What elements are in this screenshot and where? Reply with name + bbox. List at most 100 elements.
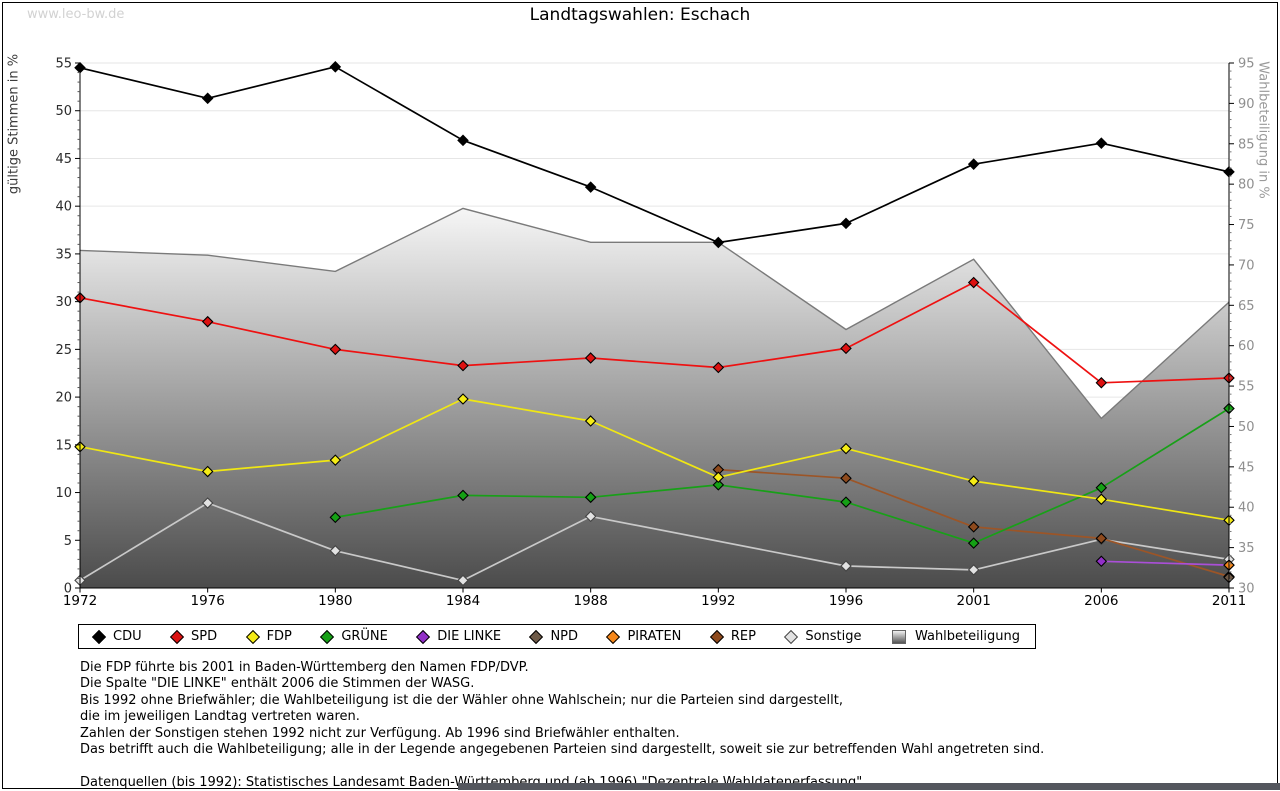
marker-CDU — [201, 92, 214, 105]
footnote-line: Bis 1992 ohne Briefwähler; die Wahlbetei… — [80, 692, 843, 708]
legend-item-spd: SPD — [169, 629, 218, 644]
wahlbeteiligung-area — [80, 208, 1229, 588]
marker-FDP — [201, 465, 214, 478]
svg-text:70: 70 — [1238, 258, 1255, 273]
svg-text:60: 60 — [1238, 339, 1255, 354]
diamond-marker-icon — [91, 629, 107, 644]
marker-SPD — [457, 359, 469, 372]
marker-GRÜNE — [457, 489, 469, 502]
marker-SPD — [1095, 376, 1108, 389]
y-axis-label-left: gültige Stimmen in % — [6, 53, 22, 195]
svg-text:55: 55 — [55, 57, 72, 72]
svg-text:1988: 1988 — [573, 593, 607, 609]
series-line-CDU — [79, 65, 1230, 244]
svg-text:1980: 1980 — [318, 593, 352, 609]
election-line-chart: 0 5 10 15 20 25 30 35 40 45 50 55 30 35 40 45 50 55 60 65 70… — [55, 57, 1255, 610]
marker-CDU — [329, 61, 342, 73]
svg-text:30: 30 — [1238, 582, 1255, 597]
svg-text:5: 5 — [64, 534, 72, 549]
marker-SPD — [201, 315, 214, 328]
marker-DIE LINKE — [1095, 555, 1108, 568]
marker-FDP — [712, 471, 725, 484]
legend-item-die-linke: DIE LINKE — [416, 629, 502, 644]
page-title: Landtagswahlen: Eschach — [529, 5, 751, 25]
marker-CDU — [584, 181, 597, 193]
svg-text:25: 25 — [55, 343, 72, 358]
legend-item-piraten: PIRATEN — [606, 629, 682, 644]
legend-item-cdu: CDU — [91, 629, 142, 644]
footnote-line: Die FDP führte bis 2001 in Baden-Württem… — [80, 660, 529, 675]
marker-SPD — [712, 361, 725, 374]
footnote-line — [80, 758, 1044, 774]
marker-SPD — [329, 343, 342, 356]
marker-GRÜNE — [967, 537, 980, 549]
marker-GRÜNE — [712, 479, 725, 491]
svg-text:10: 10 — [55, 486, 72, 501]
series-line-DIE LINKE — [1101, 560, 1230, 566]
legend-label: Wahlbeteiligung — [914, 629, 1020, 644]
svg-text:85: 85 — [1238, 137, 1255, 152]
svg-text:95: 95 — [1238, 57, 1255, 72]
gradient-square-icon — [891, 629, 906, 644]
footnote-line: die im jeweiligen Landtag vertreten ware… — [80, 709, 360, 725]
svg-text:1984: 1984 — [446, 593, 480, 609]
diamond-marker-icon — [320, 629, 335, 644]
site-watermark: www.leo-bw.de — [27, 7, 125, 22]
diamond-marker-icon — [709, 629, 724, 644]
marker-REP — [967, 521, 980, 533]
legend-label: GRÜNE — [341, 629, 388, 644]
svg-text:30: 30 — [55, 295, 72, 310]
svg-text:65: 65 — [1238, 299, 1255, 314]
legend-label: DIE LINKE — [437, 629, 502, 644]
marker-Sonstige — [329, 544, 342, 557]
legend-label: REP — [730, 629, 756, 644]
svg-text:1972: 1972 — [63, 593, 97, 609]
svg-text:1976: 1976 — [190, 593, 224, 609]
marker-SPD — [967, 276, 980, 289]
marker-Sonstige — [201, 497, 214, 509]
marker-Sonstige — [967, 564, 980, 576]
marker-Sonstige — [457, 574, 469, 587]
svg-text:1996: 1996 — [829, 593, 863, 609]
svg-text:80: 80 — [1238, 178, 1255, 193]
marker-CDU — [967, 158, 980, 170]
svg-text:0: 0 — [64, 582, 72, 597]
series-line-FDP — [79, 398, 1230, 522]
marker-Sonstige — [584, 510, 597, 523]
marker-FDP — [967, 475, 980, 487]
legend-label: CDU — [113, 629, 142, 644]
svg-text:35: 35 — [55, 247, 72, 262]
marker-CDU — [712, 236, 725, 249]
marker-REP — [840, 472, 852, 485]
marker-FDP — [584, 415, 597, 427]
svg-text:75: 75 — [1238, 218, 1255, 233]
svg-text:2011: 2011 — [1212, 593, 1246, 609]
footnote-line: Die Spalte "DIE LINKE" enthält 2006 die … — [80, 676, 475, 692]
marker-CDU — [457, 134, 469, 147]
marker-GRÜNE — [584, 491, 597, 504]
svg-text:40: 40 — [1238, 501, 1255, 516]
marker-Sonstige — [840, 560, 852, 572]
legend-item-npd: NPD — [529, 629, 578, 644]
svg-text:2006: 2006 — [1084, 593, 1118, 609]
marker-GRÜNE — [329, 511, 342, 524]
footnote-line: Zahlen der Sonstigen stehen 1992 nicht z… — [80, 725, 680, 741]
marker-REP — [1095, 532, 1108, 545]
svg-text:45: 45 — [1238, 460, 1255, 475]
svg-text:2001: 2001 — [956, 593, 990, 609]
footnote-line: Das betrifft auch die Wahlbeteiligung; a… — [80, 742, 1045, 758]
marker-SPD — [584, 352, 597, 364]
horizontal-scrollbar-thumb[interactable] — [458, 783, 1280, 790]
diamond-marker-icon — [529, 629, 544, 644]
marker-GRÜNE — [840, 496, 852, 508]
marker-FDP — [457, 393, 469, 405]
diamond-marker-icon — [245, 629, 260, 644]
legend-label: PIRATEN — [627, 629, 682, 644]
svg-text:35: 35 — [1238, 541, 1255, 556]
legend-item-wahlbeteiligung: Wahlbeteiligung — [891, 629, 1020, 644]
legend-item-sonstige: Sonstige — [784, 629, 862, 644]
legend-label: SPD — [191, 629, 218, 644]
marker-FDP — [840, 442, 852, 455]
legend-item-grüne: GRÜNE — [320, 629, 388, 644]
